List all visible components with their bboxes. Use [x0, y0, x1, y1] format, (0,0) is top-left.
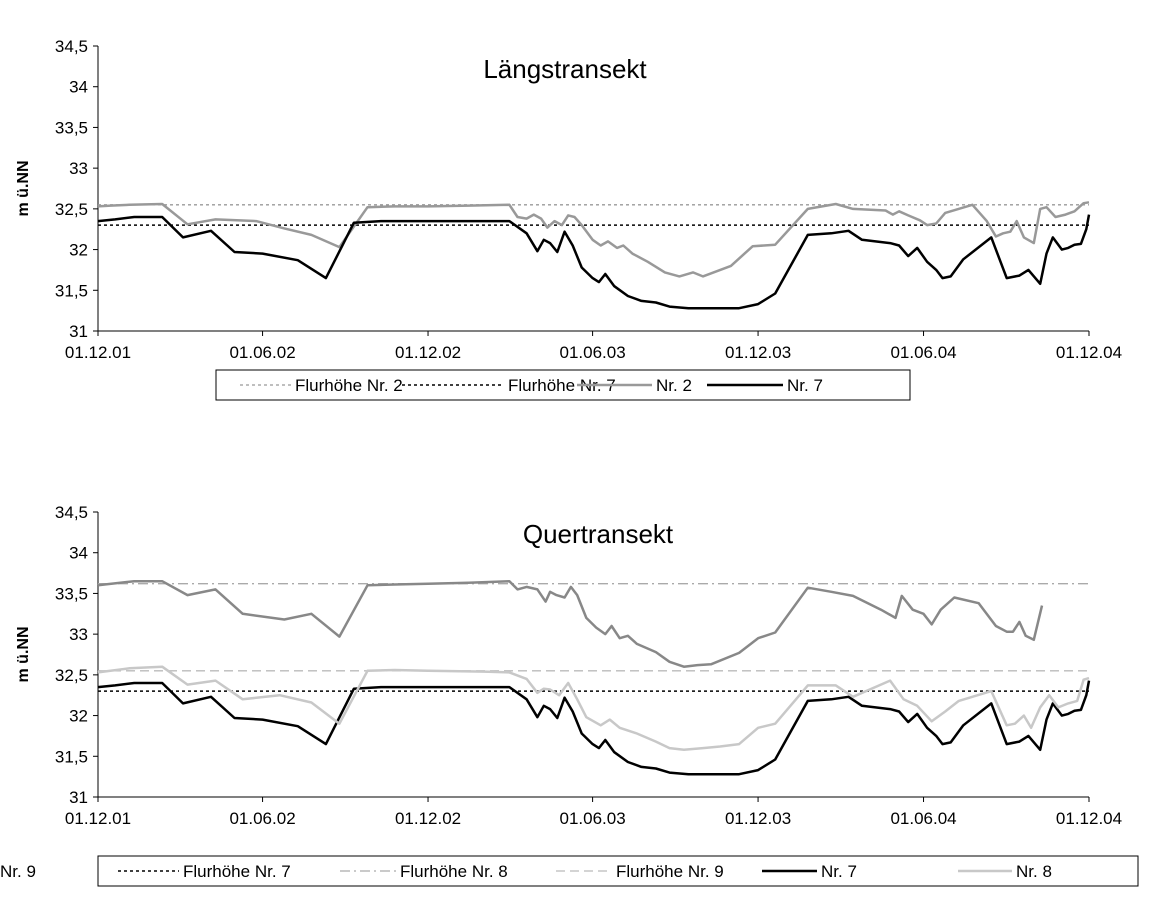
x-tick-label: 01.06.04: [890, 343, 956, 362]
x-tick-label: 01.12.01: [65, 343, 131, 362]
x-tick-label: 01.06.02: [229, 343, 295, 362]
x-tick-label: 01.12.04: [1056, 809, 1122, 828]
y-tick-label: 33,5: [55, 118, 88, 137]
chart-title: Quertransekt: [523, 519, 674, 549]
legend-entry: Flurhöhe Nr. 9: [616, 862, 724, 881]
x-tick-label: 01.06.03: [560, 809, 626, 828]
chart-title: Längstransekt: [483, 54, 647, 84]
y-tick-label: 31: [69, 322, 88, 341]
legend-box: [215, 369, 911, 401]
series-line-nr-8: [97, 665, 1090, 752]
y-tick-label: 32,5: [55, 666, 88, 685]
x-tick-label: 01.12.02: [395, 809, 461, 828]
y-tick-label: 34: [69, 78, 88, 97]
y-tick-label: 31,5: [55, 281, 88, 300]
legend-entry: Flurhöhe Nr. 8: [400, 862, 508, 881]
x-tick-label: 01.06.02: [229, 809, 295, 828]
y-tick-label: 33: [69, 625, 88, 644]
legend-entry: Nr. 2: [656, 376, 692, 395]
series-line-nr-2: [97, 201, 1090, 278]
y-axis-title: m ü.NN: [15, 161, 32, 217]
x-tick-label: 01.12.04: [1056, 343, 1122, 362]
series-line-nr-9: [97, 579, 1044, 668]
x-tick-label: 01.12.01: [65, 809, 131, 828]
legend-entry: Flurhöhe Nr. 7: [508, 376, 616, 395]
y-tick-label: 34,5: [55, 503, 88, 522]
y-tick-label: 32: [69, 241, 88, 260]
x-tick-label: 01.06.04: [890, 809, 956, 828]
y-tick-label: 32,5: [55, 200, 88, 219]
legend-entry: Nr. 9: [0, 862, 36, 881]
y-tick-label: 33,5: [55, 584, 88, 603]
y-tick-label: 31: [69, 788, 88, 807]
legend-entry: Flurhöhe Nr. 7: [183, 862, 291, 881]
y-tick-label: 32: [69, 707, 88, 726]
series-line-nr-7: [97, 214, 1091, 310]
x-tick-label: 01.12.03: [725, 809, 791, 828]
legend-entry: Nr. 8: [1016, 862, 1052, 881]
y-tick-label: 31,5: [55, 747, 88, 766]
legend-entry: Nr. 7: [787, 376, 823, 395]
y-tick-label: 34: [69, 544, 88, 563]
x-tick-label: 01.12.03: [725, 343, 791, 362]
series-line-nr-7: [97, 680, 1091, 776]
x-tick-label: 01.06.03: [560, 343, 626, 362]
legend-entry: Nr. 7: [821, 862, 857, 881]
legend-entry: Flurhöhe Nr. 2: [295, 376, 403, 395]
y-tick-label: 34,5: [55, 37, 88, 56]
y-axis-title: m ü.NN: [15, 627, 32, 683]
y-tick-label: 33: [69, 159, 88, 178]
x-tick-label: 01.12.02: [395, 343, 461, 362]
